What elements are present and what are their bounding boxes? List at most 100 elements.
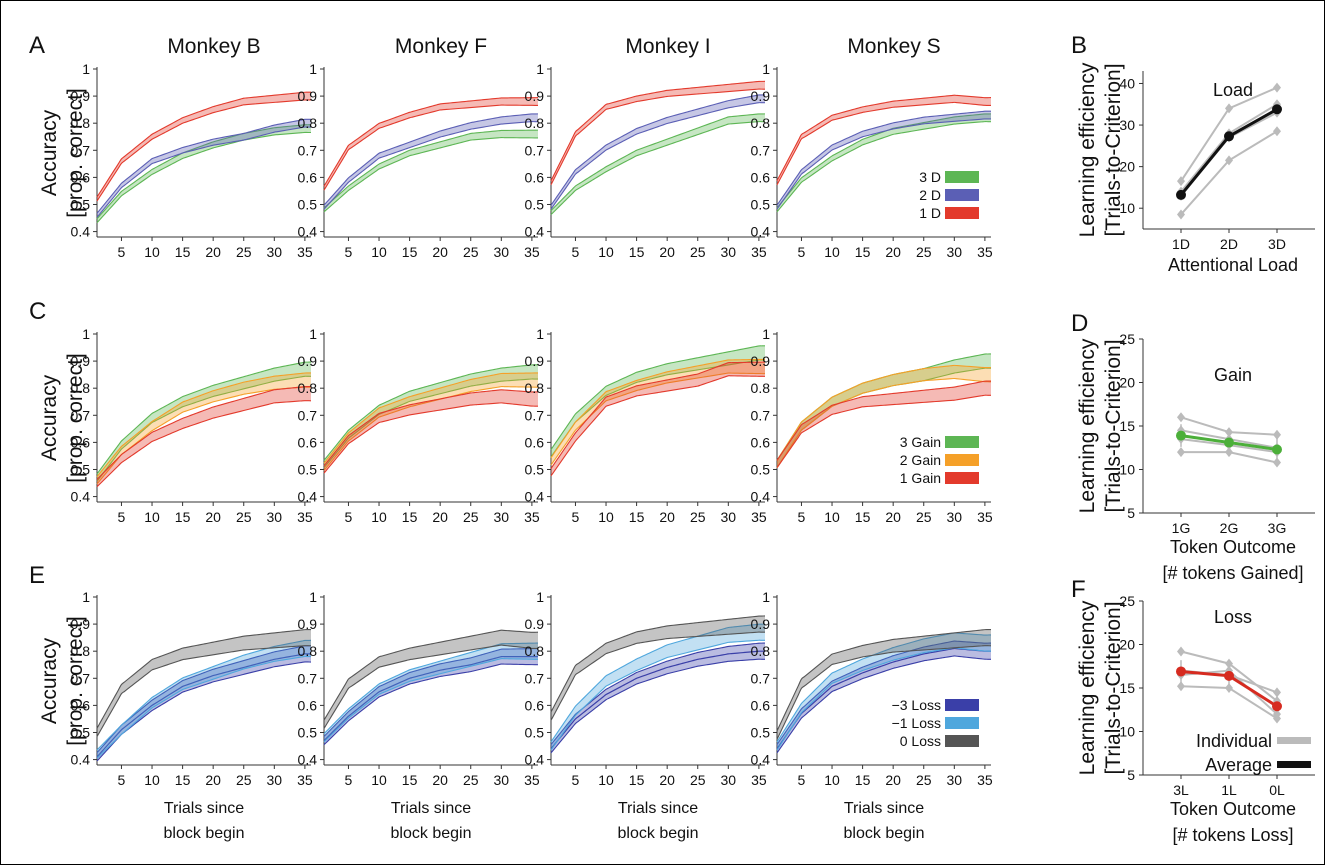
series-upper-edge xyxy=(96,645,312,754)
y-tick-label: 0.5 xyxy=(71,196,91,212)
x-tick-label: 3L xyxy=(1173,782,1189,798)
series-lower-edge xyxy=(96,126,312,218)
x-tick-label: 15 xyxy=(175,772,191,788)
series-lower-edge xyxy=(96,99,312,202)
individual-point xyxy=(1225,155,1233,166)
series-upper-edge xyxy=(323,389,539,467)
x-tick-label: 10 xyxy=(598,772,614,788)
legend-label-average: Average xyxy=(1205,755,1272,775)
series-upper-edge xyxy=(323,97,539,187)
x-tick-label: 25 xyxy=(690,772,706,788)
summary-x-axis-label: Attentional Load xyxy=(1168,255,1298,275)
series-upper-edge xyxy=(776,640,992,745)
series-band-2-Gain xyxy=(97,372,311,484)
legend-swatch-individual xyxy=(1277,737,1311,744)
y-tick-label: 0.4 xyxy=(751,489,771,505)
y-tick-label: 1 xyxy=(536,61,544,77)
series-upper-edge xyxy=(96,372,312,477)
y-axis-label: Accuracy xyxy=(38,109,61,196)
y-tick-label: 1 xyxy=(762,61,770,77)
y-tick-label: 0.4 xyxy=(71,489,91,505)
x-tick-label: 35 xyxy=(524,772,540,788)
x-tick-label: 20 xyxy=(432,509,448,525)
average-point xyxy=(1272,104,1282,115)
x-tick-label: 25 xyxy=(463,244,479,260)
series-lower-edge xyxy=(776,655,992,754)
y-tick-label: 0.9 xyxy=(525,88,545,104)
y-tick-label: 0.6 xyxy=(525,697,545,713)
x-tick-label: 10 xyxy=(824,772,840,788)
series-band-1-D xyxy=(777,95,991,185)
y-tick-label: 0.6 xyxy=(525,434,545,450)
y-tick-label: 0.6 xyxy=(751,169,771,185)
series-upper-edge xyxy=(550,358,766,458)
series-lower-edge xyxy=(550,639,766,751)
x-tick-label: 10 xyxy=(598,244,614,260)
y-tick-label: 1 xyxy=(309,61,317,77)
legend-swatch xyxy=(945,717,979,729)
x-tick-label: 30 xyxy=(947,244,963,260)
summary-panel-D: 5 10 15 20 25 1G 2G 3G Gain Learning efficiency [T… xyxy=(1076,331,1315,583)
x-tick-label: 10 xyxy=(371,509,387,525)
series-lower-edge xyxy=(550,121,766,216)
y-tick-label: 0.6 xyxy=(751,434,771,450)
y-tick-label: 10 xyxy=(1119,724,1135,740)
x-tick-label: 10 xyxy=(824,244,840,260)
y-tick-label: 40 xyxy=(1119,75,1135,91)
series-upper-edge xyxy=(323,642,539,735)
series-band-1-Gain xyxy=(97,386,311,487)
summary-x-axis-label: Token Outcome xyxy=(1170,799,1296,819)
series-lower-edge xyxy=(550,102,766,210)
series-upper-edge xyxy=(96,124,312,220)
series-upper-edge xyxy=(323,129,539,209)
y-tick-label: 15 xyxy=(1119,418,1135,434)
y-axis-label: Accuracy xyxy=(38,637,61,724)
column-title-monkey-b: Monkey B xyxy=(167,35,260,58)
series-band--1-Loss xyxy=(551,624,765,751)
x-tick-label: 25 xyxy=(236,244,252,260)
summary-y-axis-label-unit: [Trials-to-Criterion] xyxy=(1102,339,1125,512)
series-mean-line xyxy=(550,650,765,750)
y-axis-label-unit: [prop. correct] xyxy=(64,616,87,746)
y-tick-label: 0.8 xyxy=(298,380,318,396)
y-tick-label: 10 xyxy=(1119,200,1135,216)
x-tick-label: 25 xyxy=(690,244,706,260)
y-tick-label: 0.9 xyxy=(71,88,91,104)
x-tick-label: 10 xyxy=(598,509,614,525)
average-point xyxy=(1176,666,1186,677)
x-axis-label: Trials since xyxy=(164,800,244,817)
x-tick-label: 10 xyxy=(144,244,160,260)
series-band-3-Gain xyxy=(777,353,991,468)
y-tick-label: 1 xyxy=(82,61,90,77)
individual-point xyxy=(1273,457,1281,468)
average-point xyxy=(1224,437,1234,448)
x-tick-label: 5 xyxy=(345,509,353,525)
y-tick-label: 25 xyxy=(1119,331,1135,347)
x-tick-label: 15 xyxy=(402,509,418,525)
y-tick-label: 1 xyxy=(536,326,544,342)
series-lower-edge xyxy=(96,655,312,759)
y-tick-label: 0.8 xyxy=(751,380,771,396)
summary-x-axis-label-unit: [# tokens Gained] xyxy=(1162,563,1303,583)
x-tick-label: 30 xyxy=(494,509,510,525)
y-tick-label: 0.7 xyxy=(751,142,771,158)
y-tick-label: 1 xyxy=(309,589,317,605)
series-lower-edge xyxy=(776,394,992,469)
y-tick-label: 0.5 xyxy=(751,461,771,477)
x-tick-label: 20 xyxy=(432,244,448,260)
series-upper-edge xyxy=(550,345,766,450)
legend-label: 0 Loss xyxy=(900,733,941,749)
column-title-monkey-i: Monkey I xyxy=(625,35,710,58)
series-upper-edge xyxy=(776,94,992,182)
individual-point xyxy=(1177,412,1185,423)
x-tick-label: 35 xyxy=(524,509,540,525)
x-tick-label: 25 xyxy=(916,509,932,525)
y-tick-label: 0.9 xyxy=(298,353,318,369)
y-tick-label: 0.9 xyxy=(751,616,771,632)
x-tick-label: 5 xyxy=(572,772,580,788)
x-axis-label-line2: block begin xyxy=(164,825,245,842)
series-lower-edge xyxy=(776,101,992,186)
x-tick-label: 5 xyxy=(572,509,580,525)
